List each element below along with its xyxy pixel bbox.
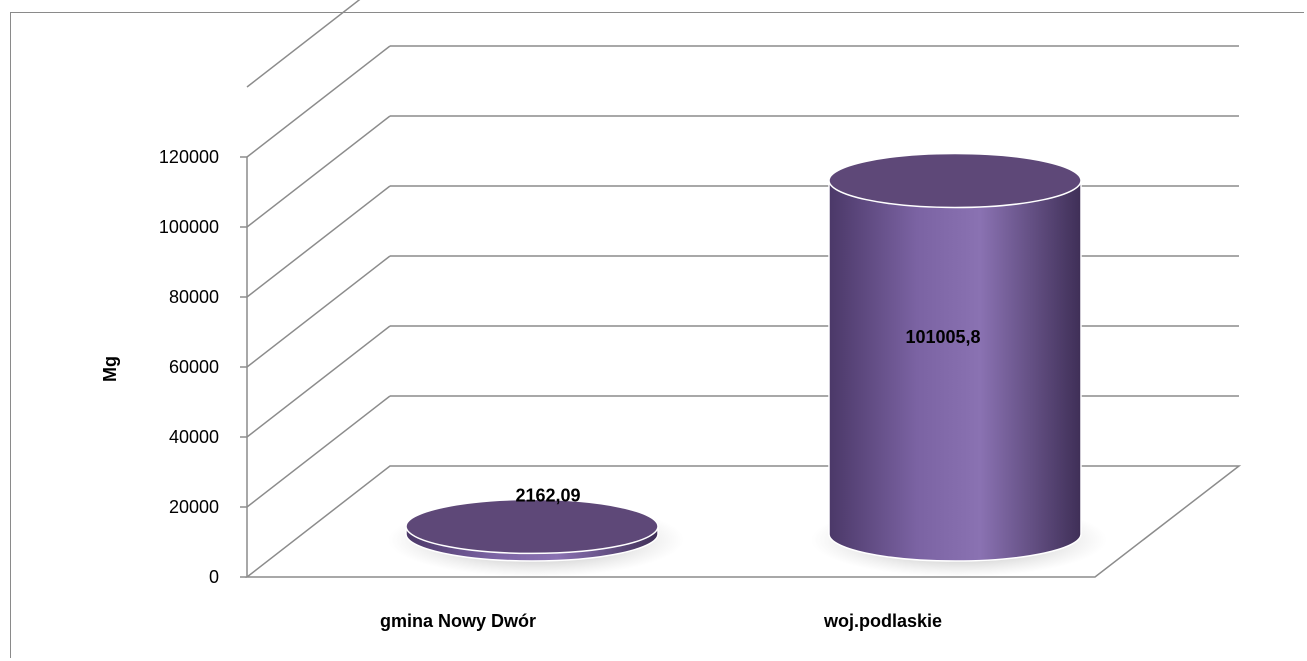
bar-top [405,498,659,555]
gridline-side [246,325,391,438]
gridline-side [246,255,391,368]
bar-body [828,179,1082,562]
gridlines [244,0,1242,578]
y-axis: 0 20000 40000 60000 80000 100000 120000 [159,147,248,587]
bar-top [828,152,1082,209]
gridline-side [246,0,361,88]
y-tick-label: 60000 [169,357,219,377]
y-tick-label: 80000 [169,287,219,307]
gridline-side [246,115,391,228]
y-tick-label: 20000 [169,497,219,517]
y-tick-label: 100000 [159,217,219,237]
labels: gmina Nowy Dwór 2162,09 woj.podlaskie 10100… [380,327,981,631]
y-tick-label: 0 [209,567,219,587]
data-label: 2162,09 [515,485,580,505]
floor [244,465,1242,578]
gridline-side [246,395,391,508]
y-tick-label: 120000 [159,147,219,167]
data-label: 101005,8 [905,327,980,347]
y-axis-title: Mg [100,356,120,382]
bar-0 [388,498,684,577]
bars [388,152,1107,577]
chart-frame [10,12,1304,658]
bar-1 [811,152,1107,577]
gridline-side [246,185,391,298]
category-label: woj.podlaskie [823,611,942,631]
category-label: gmina Nowy Dwór [380,611,536,631]
y-tick-label: 40000 [169,427,219,447]
gridline-side [246,45,391,158]
